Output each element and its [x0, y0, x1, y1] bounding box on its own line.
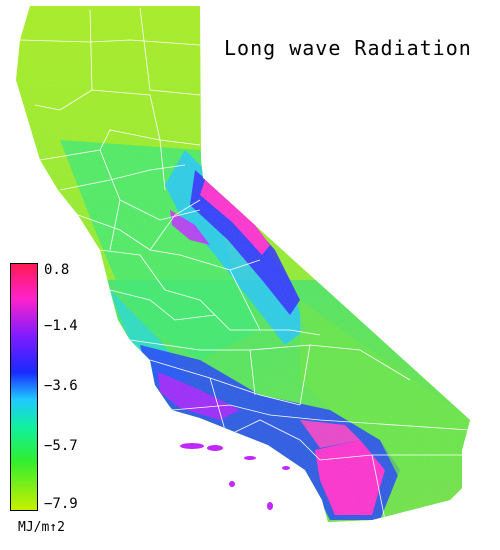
map-title: Long wave Radiation	[224, 36, 472, 60]
color-scale-bar	[10, 263, 38, 511]
legend-tick-3: −3.6	[44, 378, 78, 394]
county-boundaries	[19, 7, 470, 521]
legend-tick-4: −5.7	[44, 438, 78, 454]
legend-tick-max: 0.8	[44, 262, 70, 278]
legend-tick-2: −1.4	[44, 318, 78, 334]
legend-unit-label: MJ/m↑2	[18, 520, 65, 535]
legend-tick-min: −7.9	[44, 496, 78, 512]
channel-islands	[180, 443, 290, 510]
